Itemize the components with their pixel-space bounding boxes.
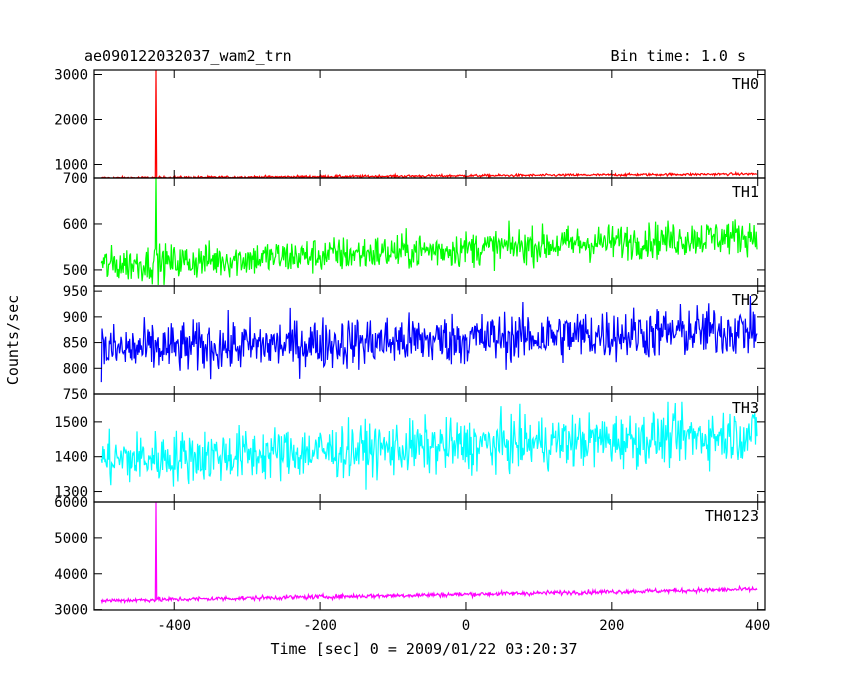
y-tick-label: 750 <box>63 387 88 403</box>
y-tick-label: 850 <box>63 336 88 352</box>
x-tick-label: 400 <box>745 618 770 634</box>
y-tick-label: 1400 <box>54 450 88 466</box>
panel-th0123: 3000 4000 5000 6000 TH0123 <box>54 495 766 619</box>
y-tick-label: 500 <box>63 263 88 279</box>
panel-th3: 1300 1400 1500 TH3 <box>54 393 766 503</box>
x-axis-label: Time [sec] 0 = 2009/01/22 03:20:37 <box>270 640 577 658</box>
panel-label: TH0 <box>732 75 759 93</box>
panel-label: TH0123 <box>705 507 759 525</box>
panel-frame <box>93 69 766 179</box>
panel-label: TH3 <box>732 399 759 417</box>
panel-th1: 500 600 700 TH1 <box>63 171 766 287</box>
y-tick-label: 800 <box>63 361 88 377</box>
chart-title: ae090122032037_wam2_trn <box>84 47 292 65</box>
panel-th0: 1000 2000 3000 TH0 <box>54 68 766 179</box>
y-tick-label: 1300 <box>54 485 88 501</box>
y-tick-label: 1000 <box>54 158 88 174</box>
y-tick-label: 5000 <box>54 531 88 547</box>
y-tick-label: 600 <box>63 217 88 233</box>
bin-time-label: Bin time: 1.0 s <box>611 47 746 65</box>
y-tick-label: 2000 <box>54 113 88 129</box>
y-tick-label: 900 <box>63 310 88 326</box>
panel-th2: 750 800 850 900 950 TH2 <box>63 284 766 403</box>
y-tick-label: 1500 <box>54 415 88 431</box>
x-tick-label: 0 <box>462 618 470 634</box>
y-tick-label: 700 <box>63 171 88 187</box>
panel-label: TH1 <box>732 183 759 201</box>
panel-frame <box>93 501 766 611</box>
x-tick-label: 200 <box>599 618 624 634</box>
series-line-th1 <box>100 178 758 286</box>
y-tick-label: 3000 <box>54 603 88 619</box>
series-line-th3 <box>100 401 758 490</box>
series-line-th2 <box>100 295 758 383</box>
y-tick-label: 6000 <box>54 495 88 511</box>
series-line-th0123 <box>100 502 758 605</box>
panel-label: TH2 <box>732 291 759 309</box>
y-tick-label: 4000 <box>54 567 88 583</box>
x-tick-label: -400 <box>157 618 191 634</box>
x-tick-label: -200 <box>303 618 337 634</box>
y-tick-label: 3000 <box>54 68 88 84</box>
series-line-th0 <box>101 70 758 178</box>
y-axis-label: Counts/sec <box>4 295 22 385</box>
y-tick-label: 950 <box>63 284 88 300</box>
